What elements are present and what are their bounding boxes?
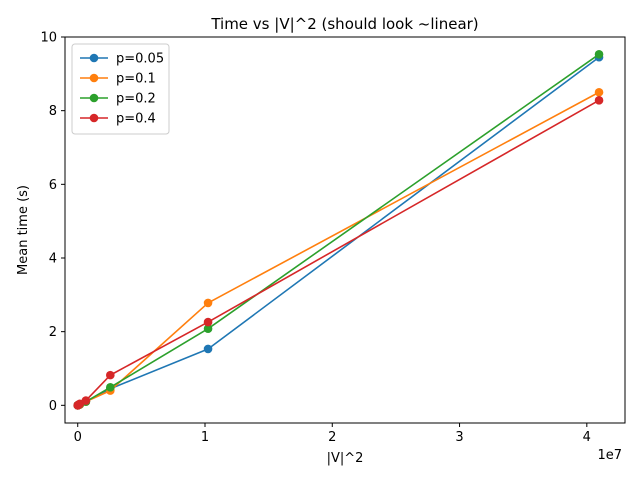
y-tick-label: 2 (49, 325, 57, 340)
legend-marker (89, 113, 99, 123)
data-point (106, 370, 115, 380)
data-point (203, 324, 213, 334)
x-tick-label: 1 (201, 430, 209, 445)
data-point (203, 344, 213, 354)
legend-label: p=0.2 (116, 92, 156, 107)
legend-label: p=0.4 (116, 112, 156, 127)
data-point (203, 298, 213, 308)
data-point (594, 50, 604, 59)
data-point (594, 96, 604, 105)
plot-frame (64, 36, 626, 424)
x-axis-offset-label: 1e7 (597, 448, 622, 463)
legend-label: p=0.05 (116, 52, 164, 67)
legend-label: p=0.1 (116, 72, 156, 87)
y-axis: 0 2 4 6 8 10 (40, 31, 65, 414)
legend-item: p=0.1 (80, 72, 156, 87)
y-tick-label: 6 (49, 178, 57, 193)
x-tick-label: 4 (583, 430, 591, 445)
data-point (594, 87, 604, 97)
x-tick-label: 2 (328, 430, 336, 445)
plot-area (73, 50, 604, 410)
y-tick-label: 10 (40, 31, 57, 46)
data-point (81, 396, 91, 405)
data-point (106, 382, 115, 392)
legend: p=0.05 p=0.1 p=0.2 p=0.4 (71, 43, 170, 135)
data-point (203, 317, 213, 327)
legend-item: p=0.4 (80, 112, 156, 127)
x-tick-label: 0 (74, 430, 82, 445)
legend-item: p=0.05 (80, 52, 164, 67)
legend-marker (89, 93, 99, 103)
legend-item: p=0.2 (80, 92, 156, 107)
x-axis: 0 1 2 3 4 (74, 423, 591, 445)
series-p=0.4 (73, 96, 604, 410)
x-tick-label: 3 (455, 430, 463, 445)
chart-title: Time vs |V|^2 (should look ~linear) (210, 15, 478, 33)
y-axis-label: Mean time (s) (16, 185, 31, 275)
y-tick-label: 0 (49, 399, 57, 414)
y-tick-label: 4 (49, 251, 57, 266)
legend-marker (89, 53, 99, 63)
y-tick-label: 8 (49, 104, 57, 119)
legend-marker (89, 73, 99, 83)
legend-box (71, 43, 170, 135)
x-axis-label: |V|^2 (327, 451, 364, 466)
